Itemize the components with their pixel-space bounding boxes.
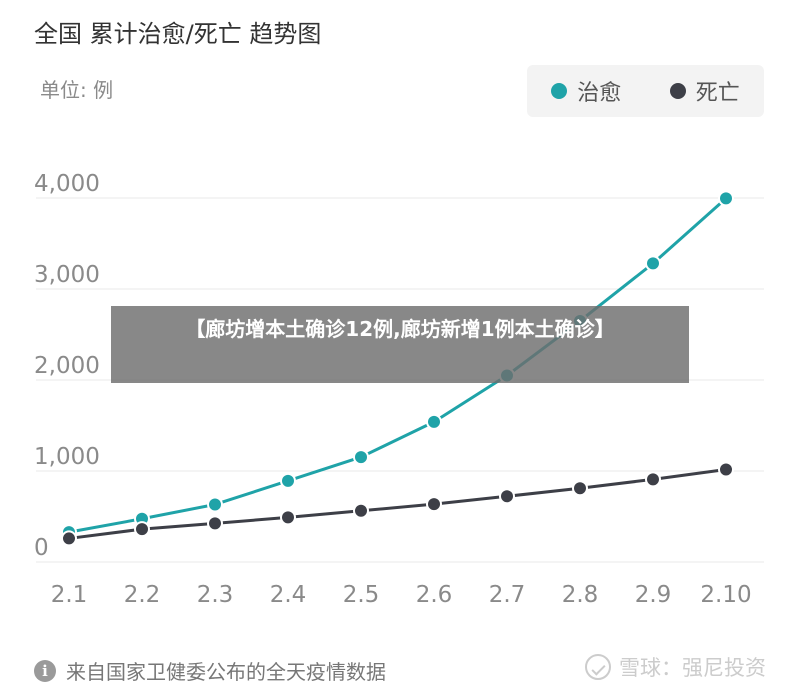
data-point-0 <box>426 413 442 430</box>
headline-banner: 【廊坊增本土确诊12例,廊坊新增1例本土确诊】 <box>111 306 689 383</box>
data-point-1 <box>426 496 442 513</box>
series-line-1 <box>68 468 727 540</box>
data-point-0 <box>353 449 369 466</box>
watermark-text: 雪球：强尼投资 <box>619 656 766 680</box>
y-tick-label: 4,000 <box>34 171 100 197</box>
x-tick-label: 2.3 <box>197 582 234 608</box>
data-point-1 <box>572 480 588 497</box>
data-point-0 <box>645 255 661 272</box>
legend-item-deaths[interactable]: 死亡 <box>669 75 740 107</box>
data-point-1 <box>207 515 223 532</box>
x-tick-label: 2.8 <box>562 582 599 608</box>
x-tick-label: 2.2 <box>124 582 161 608</box>
x-tick-label: 2.10 <box>700 582 751 608</box>
data-point-0 <box>718 190 734 207</box>
x-tick-label: 2.5 <box>343 582 380 608</box>
source-note: 来自国家卫健委公布的全天疫情数据 <box>66 660 386 684</box>
legend: 治愈 死亡 <box>527 65 764 117</box>
legend-label-recovered: 治愈 <box>577 81 622 106</box>
series-line-0 <box>68 197 727 534</box>
y-tick-label: 3,000 <box>34 262 100 288</box>
info-icon: i <box>34 659 56 682</box>
data-point-0 <box>280 472 296 489</box>
unit-label: 单位: 例 <box>40 78 114 102</box>
y-tick-label: 1,000 <box>34 444 100 470</box>
x-tick-label: 2.9 <box>635 582 672 608</box>
watermark: 雪球：强尼投资 <box>585 652 766 682</box>
x-tick-label: 2.1 <box>51 582 88 608</box>
y-tick-label: 0 <box>34 535 49 561</box>
data-point-0 <box>207 496 223 513</box>
legend-dot-recovered <box>551 83 568 99</box>
check-circle-icon <box>585 654 611 680</box>
y-tick-label: 2,000 <box>34 353 100 379</box>
data-point-1 <box>718 461 734 478</box>
data-point-1 <box>280 509 296 526</box>
data-point-1 <box>645 471 661 488</box>
chart-title: 全国 累计治愈/死亡 趋势图 <box>34 20 322 48</box>
data-point-1 <box>134 521 150 538</box>
legend-label-deaths: 死亡 <box>695 81 740 106</box>
data-point-1 <box>499 488 515 505</box>
x-tick-label: 2.6 <box>416 582 453 608</box>
legend-dot-deaths <box>669 83 686 99</box>
x-tick-label: 2.7 <box>489 582 526 608</box>
data-point-1 <box>353 502 369 519</box>
footer: i 来自国家卫健委公布的全天疫情数据 <box>34 656 386 685</box>
x-tick-label: 2.4 <box>270 582 307 608</box>
line-chart: 0 1,000 2,000 3,000 4,000 2.1 2.2 2.3 2.4 2.5 2.6 2… <box>34 171 764 608</box>
legend-item-recovered[interactable]: 治愈 <box>551 75 621 107</box>
data-point-1 <box>61 530 77 547</box>
